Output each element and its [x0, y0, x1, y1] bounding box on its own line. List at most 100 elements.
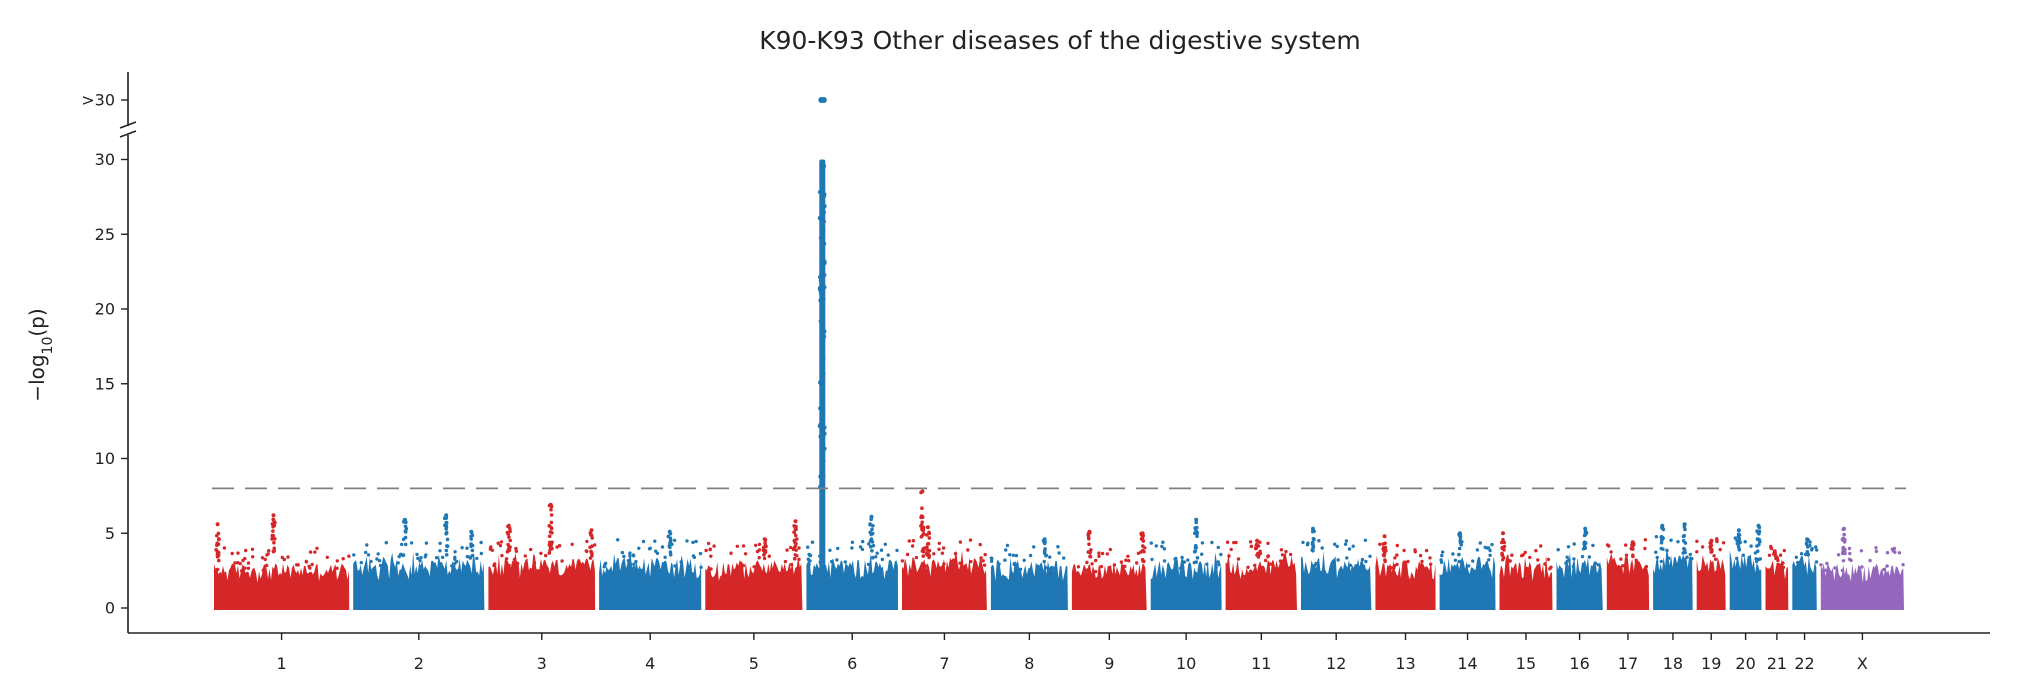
- snp-point: [1584, 530, 1588, 534]
- snp-point: [1149, 541, 1154, 545]
- snp-peak-point: [762, 537, 767, 542]
- snp-point: [266, 552, 270, 556]
- snp-point: [341, 557, 345, 561]
- snp-point: [523, 554, 527, 558]
- snp-point: [1546, 557, 1551, 562]
- snp-point: [1354, 564, 1359, 568]
- snp-point: [653, 539, 657, 543]
- snp-point: [569, 566, 573, 570]
- snp-point: [821, 473, 826, 478]
- x-tick-label-chr-16: 16: [1569, 654, 1589, 673]
- snp-point: [377, 559, 382, 563]
- y-tick-label: 0: [105, 599, 115, 618]
- snp-point: [1393, 556, 1397, 560]
- snp-point: [958, 540, 963, 544]
- snp-point: [900, 559, 905, 563]
- snp-point: [820, 295, 826, 301]
- snp-point: [708, 547, 712, 551]
- snp-point: [1688, 552, 1693, 557]
- snp-point: [1090, 562, 1094, 566]
- snp-point: [822, 285, 827, 290]
- snp-point: [797, 546, 801, 550]
- y-tick-label: 30: [95, 150, 115, 169]
- snp-point: [479, 551, 484, 556]
- snp-point: [241, 558, 245, 563]
- chromosome-17-points: [1605, 538, 1650, 610]
- chromosome-20-points: [1729, 523, 1763, 610]
- snp-point: [1749, 544, 1753, 548]
- snp-point: [1488, 553, 1492, 557]
- snp-point: [817, 189, 823, 195]
- snp-point: [1032, 545, 1036, 549]
- snp-point: [1612, 559, 1616, 564]
- chromosome-19-points: [1695, 537, 1726, 610]
- snp-point: [620, 550, 625, 555]
- snp-point: [1162, 559, 1167, 563]
- snp-point: [821, 356, 826, 361]
- snp-point: [378, 563, 383, 568]
- snp-point: [1754, 557, 1758, 561]
- snp-point: [507, 535, 511, 539]
- snp-point: [836, 546, 840, 551]
- snp-point: [1008, 553, 1012, 557]
- snp-point: [795, 537, 799, 541]
- snp-point: [818, 290, 824, 296]
- snp-point: [1097, 554, 1101, 558]
- snp-point: [923, 564, 928, 568]
- snp-point: [757, 542, 762, 547]
- snp-point: [1312, 564, 1317, 568]
- snp-point: [416, 556, 420, 560]
- snp-point: [1173, 557, 1177, 561]
- snp-point: [1567, 558, 1571, 562]
- snp-point: [1721, 541, 1726, 545]
- snp-point: [1216, 545, 1221, 550]
- snp-point: [1738, 540, 1742, 544]
- snp-point: [1847, 546, 1852, 551]
- snp-point: [1360, 557, 1365, 562]
- snp-point: [1087, 542, 1091, 546]
- snp-point: [868, 522, 872, 527]
- snp-point: [1382, 545, 1386, 550]
- y-tick-label: 5: [105, 524, 115, 543]
- snp-point: [217, 558, 221, 563]
- snp-point: [515, 561, 520, 566]
- snp-point: [1256, 544, 1261, 548]
- snp-peak-point: [925, 525, 930, 530]
- x-tick-label-chr-11: 11: [1251, 654, 1271, 673]
- snp-point: [1799, 552, 1804, 556]
- snp-point: [438, 541, 442, 545]
- snp-point: [424, 541, 429, 545]
- snp-point: [1135, 561, 1139, 565]
- snp-point: [384, 541, 388, 545]
- snp-point: [735, 544, 739, 548]
- snp-point: [1395, 543, 1400, 548]
- snp-point: [880, 557, 885, 562]
- snp-point: [1868, 558, 1872, 563]
- snp-point: [1089, 548, 1093, 552]
- snp-point: [1420, 559, 1424, 564]
- snp-point: [829, 559, 834, 564]
- snp-point: [504, 557, 509, 561]
- chromosome-4-points: [599, 529, 703, 610]
- snp-point: [819, 353, 824, 358]
- snp-point: [1755, 549, 1760, 553]
- snp-point: [883, 542, 887, 546]
- snp-point: [375, 557, 379, 561]
- snp-point: [1755, 559, 1759, 564]
- snp-point: [937, 547, 941, 551]
- snp-point: [921, 547, 925, 552]
- snp-point: [236, 551, 240, 555]
- snp-point: [496, 541, 500, 545]
- snp-point: [1737, 533, 1742, 537]
- snp-point: [927, 553, 932, 558]
- snp-point: [1681, 551, 1685, 555]
- axis-break-mark: [119, 130, 137, 138]
- snp-point: [820, 177, 825, 182]
- snp-point: [465, 546, 469, 550]
- snp-point: [1743, 540, 1747, 544]
- snp-point: [512, 566, 516, 571]
- snp-point: [1140, 535, 1145, 540]
- snp-point: [1210, 540, 1214, 545]
- snp-point: [626, 559, 630, 563]
